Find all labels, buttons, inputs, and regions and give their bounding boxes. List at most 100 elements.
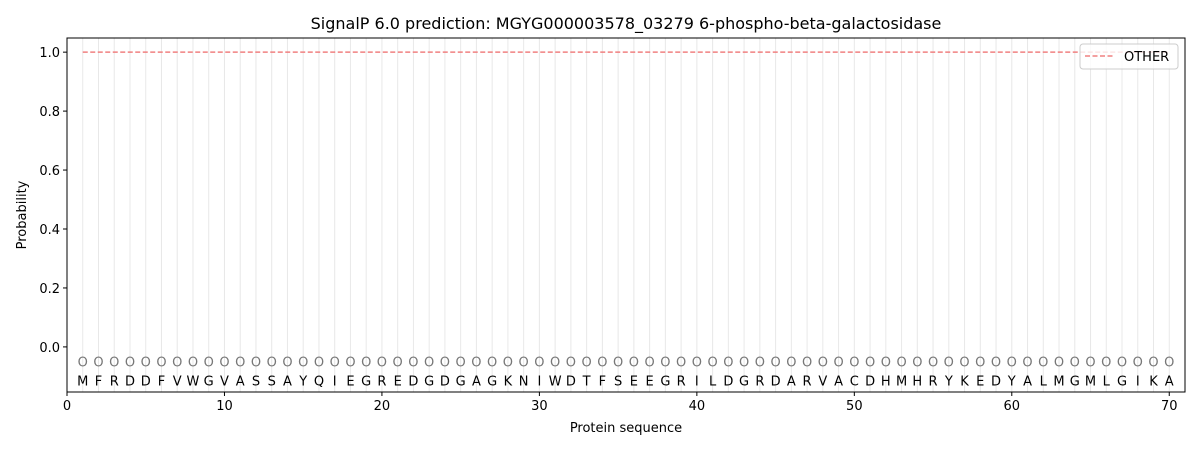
- prediction-label: O: [204, 356, 214, 371]
- residue-label: D: [865, 374, 875, 389]
- residue-label: H: [912, 374, 922, 389]
- residue-label: G: [204, 374, 214, 389]
- residue-label: I: [333, 374, 337, 389]
- prediction-label: O: [251, 356, 261, 371]
- residue-label: E: [630, 374, 638, 389]
- residue-label: E: [346, 374, 354, 389]
- prediction-label: O: [219, 356, 229, 371]
- residue-label: A: [283, 374, 292, 389]
- prediction-label: O: [991, 356, 1001, 371]
- residue-label: A: [472, 374, 481, 389]
- residue-label: K: [1149, 374, 1158, 389]
- y-tick-label: 0.6: [39, 164, 60, 179]
- prediction-label: O: [975, 356, 985, 371]
- prediction-label: O: [282, 356, 292, 371]
- prediction-label: O: [1022, 356, 1032, 371]
- residue-label: M: [1053, 374, 1064, 389]
- prediction-label: O: [267, 356, 277, 371]
- prediction-label: O: [833, 356, 843, 371]
- y-tick-label: 1.0: [39, 46, 60, 61]
- prediction-label: O: [597, 356, 607, 371]
- residue-label: E: [394, 374, 402, 389]
- legend-box: [1079, 43, 1179, 70]
- legend: OTHER: [1079, 43, 1179, 70]
- x-tick-label: 60: [1004, 399, 1021, 414]
- prediction-label: O: [456, 356, 466, 371]
- prediction-label: O: [629, 356, 639, 371]
- prediction-label: O: [78, 356, 88, 371]
- prediction-label: O: [881, 356, 891, 371]
- prediction-label: O: [109, 356, 119, 371]
- prediction-label: O: [1117, 356, 1127, 371]
- residue-label: K: [504, 374, 513, 389]
- x-tick-label: 40: [689, 399, 706, 414]
- prediction-label: O: [1133, 356, 1143, 371]
- x-axis-label: Protein sequence: [570, 421, 682, 436]
- residue-label: C: [850, 374, 859, 389]
- residue-label: Y: [944, 374, 953, 389]
- prediction-label: O: [802, 356, 812, 371]
- prediction-label: O: [487, 356, 497, 371]
- residue-label: A: [1023, 374, 1032, 389]
- residue-label: V: [173, 374, 182, 389]
- x-tick-label: 30: [531, 399, 548, 414]
- prediction-label: O: [156, 356, 166, 371]
- residue-label: R: [803, 374, 812, 389]
- prediction-label: O: [125, 356, 135, 371]
- prediction-label: O: [739, 356, 749, 371]
- residue-label: M: [896, 374, 907, 389]
- prediction-label: O: [896, 356, 906, 371]
- residue-label: W: [549, 374, 562, 389]
- prediction-label: O: [408, 356, 418, 371]
- prediction-label: O: [770, 356, 780, 371]
- residue-label: M: [77, 374, 88, 389]
- residue-label: G: [739, 374, 749, 389]
- prediction-label: O: [1070, 356, 1080, 371]
- y-tick-label: 0.4: [39, 223, 60, 238]
- residue-label: D: [141, 374, 151, 389]
- residue-label: G: [361, 374, 371, 389]
- chart-marks: OMOFORODODOFOVOWOGOVOAOSOSOAOYOQOIOEOGOR…: [77, 51, 1174, 389]
- prediction-label: O: [1038, 356, 1048, 371]
- residue-label: I: [537, 374, 541, 389]
- prediction-label: O: [676, 356, 686, 371]
- prediction-label: O: [345, 356, 355, 371]
- prediction-label: O: [849, 356, 859, 371]
- prediction-label: O: [912, 356, 922, 371]
- x-tick-label: 20: [374, 399, 391, 414]
- residue-label: A: [236, 374, 245, 389]
- prediction-label: O: [1054, 356, 1064, 371]
- residue-label: D: [125, 374, 135, 389]
- residue-label: D: [566, 374, 576, 389]
- prediction-label: O: [188, 356, 198, 371]
- prediction-label: O: [1101, 356, 1111, 371]
- prediction-label: O: [944, 356, 954, 371]
- prediction-label: O: [330, 356, 340, 371]
- residue-label: G: [424, 374, 434, 389]
- prediction-label: O: [1148, 356, 1158, 371]
- residue-label: F: [599, 374, 606, 389]
- y-axis-label: Probability: [15, 180, 30, 249]
- prediction-label: O: [172, 356, 182, 371]
- residue-label: W: [187, 374, 200, 389]
- residue-label: E: [646, 374, 654, 389]
- prediction-label: O: [566, 356, 576, 371]
- residue-label: G: [487, 374, 497, 389]
- prediction-label: O: [93, 356, 103, 371]
- prediction-label: O: [755, 356, 765, 371]
- residue-label: A: [1165, 374, 1174, 389]
- residue-label: V: [220, 374, 229, 389]
- residue-label: I: [695, 374, 699, 389]
- chart-title: SignalP 6.0 prediction: MGYG000003578_03…: [311, 14, 942, 34]
- residue-label: G: [1117, 374, 1127, 389]
- x-tick-label: 10: [216, 399, 233, 414]
- prediction-label: O: [471, 356, 481, 371]
- prediction-label: O: [393, 356, 403, 371]
- grid-lines: [82, 38, 1170, 392]
- prediction-label: O: [298, 356, 308, 371]
- plot-frame: [66, 37, 1186, 393]
- prediction-label: O: [534, 356, 544, 371]
- residue-label: N: [519, 374, 529, 389]
- residue-label: R: [677, 374, 686, 389]
- prediction-label: O: [141, 356, 151, 371]
